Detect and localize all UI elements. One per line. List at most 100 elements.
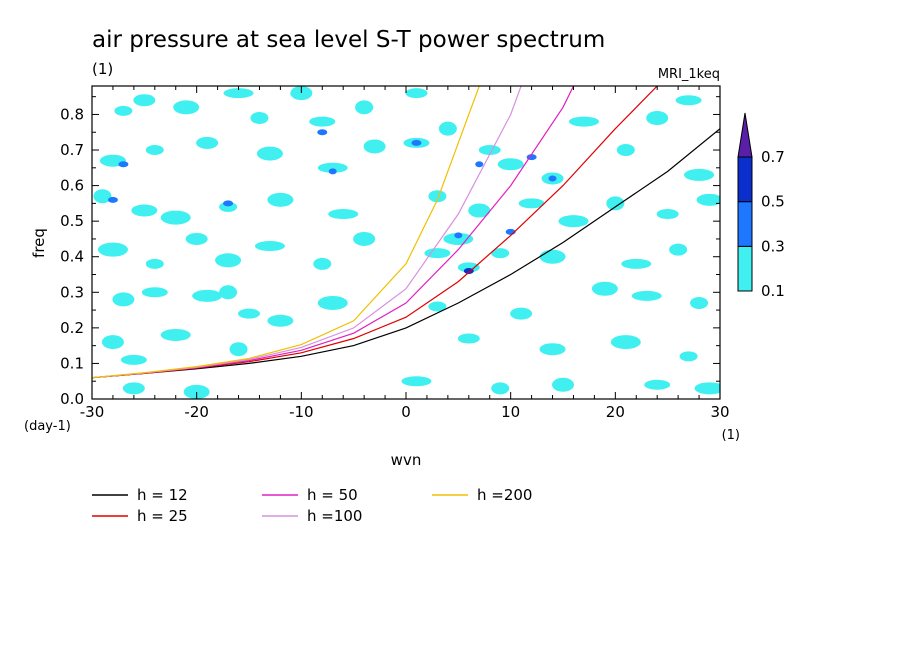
y-tick-label: 0.3 xyxy=(60,283,84,301)
contour-patch xyxy=(120,354,147,365)
x-tick-label: 30 xyxy=(710,403,729,421)
contour-patch xyxy=(656,209,679,220)
y-tick-label: 0.8 xyxy=(60,105,84,123)
contour-patch xyxy=(256,146,283,161)
contour-patch xyxy=(223,200,234,207)
x-tick-label: 20 xyxy=(606,403,625,421)
contour-patch xyxy=(363,139,386,154)
x-tick-label: 10 xyxy=(501,403,520,421)
contour-patch xyxy=(250,112,269,125)
contour-patch xyxy=(454,232,463,239)
contour-patch xyxy=(491,382,510,395)
contour-patch xyxy=(131,204,158,217)
contour-patch xyxy=(122,382,145,395)
colorbar-segment xyxy=(737,245,753,292)
contour-patch xyxy=(219,285,238,300)
contour-patch xyxy=(457,262,480,273)
contour-patch xyxy=(97,242,128,257)
contour-patch xyxy=(114,105,133,116)
contour-patch xyxy=(428,190,447,203)
contour-patch xyxy=(141,287,168,298)
legend-label: h = 50 xyxy=(307,486,358,504)
contour-patch xyxy=(424,248,451,259)
curve-h-12 xyxy=(92,128,720,379)
contour-patch xyxy=(160,210,191,225)
contour-patch xyxy=(548,175,557,182)
contour-patches xyxy=(93,86,720,399)
x-tick-label: -10 xyxy=(289,403,314,421)
colorbar-label: 0.7 xyxy=(761,148,785,166)
contour-patch xyxy=(438,121,457,136)
x-unit-label: (1) xyxy=(722,428,740,443)
colorbar-arrow xyxy=(737,112,753,158)
legend-label: h =200 xyxy=(477,486,532,504)
chart-subtitle-left: (1) xyxy=(92,60,113,78)
chart-subtitle-right: MRI_1keq xyxy=(658,67,720,82)
plot-frame xyxy=(91,85,721,400)
contour-patch xyxy=(491,248,510,259)
colorbar-label: 0.1 xyxy=(761,282,785,300)
colorbar-segment xyxy=(737,201,753,247)
contour-patch xyxy=(118,161,129,168)
contour-patch xyxy=(475,161,484,168)
x-tick-label: -20 xyxy=(184,403,209,421)
contour-patch xyxy=(690,296,709,309)
contour-patch xyxy=(183,384,210,399)
contour-patch xyxy=(215,253,242,268)
contour-patch xyxy=(223,88,254,99)
contour-patch xyxy=(173,100,200,115)
contour-patch xyxy=(112,292,135,307)
contour-patch xyxy=(107,196,118,203)
contour-patch xyxy=(616,144,635,157)
chart-title: air pressure at sea level S-T power spec… xyxy=(92,27,605,53)
contour-patch xyxy=(646,111,669,126)
contour-patch xyxy=(457,333,480,344)
contour-patch xyxy=(145,145,164,156)
y-tick-label: 0.0 xyxy=(60,390,84,408)
contour-patch xyxy=(309,116,336,127)
y-tick-label: 0.4 xyxy=(60,248,84,266)
contour-patch xyxy=(443,232,474,245)
curve-h-200 xyxy=(92,86,480,379)
contour-patch xyxy=(696,193,720,206)
contour-patch xyxy=(317,129,328,136)
contour-patch xyxy=(254,241,285,252)
dispersion-curves xyxy=(92,86,720,379)
contour-patch xyxy=(468,203,491,218)
legend-label: h = 12 xyxy=(137,486,188,504)
y-tick-label: 0.5 xyxy=(60,212,84,230)
contour-patch xyxy=(267,192,294,207)
y-tick-label: 0.7 xyxy=(60,141,84,159)
contour-patch xyxy=(518,198,545,209)
contour-patch xyxy=(317,295,348,310)
contour-patch xyxy=(290,86,313,101)
contour-patch xyxy=(610,335,641,350)
colorbar: 0.1 0.3 0.5 0.7 xyxy=(737,112,785,300)
contour-patch xyxy=(552,377,574,392)
y-unit-label: (day-1) xyxy=(24,419,71,434)
x-tick-label: 0 xyxy=(401,403,411,421)
contour-patch xyxy=(229,342,248,357)
axis-ticks: -30 -20 -10 0 10 20 30 0.0 0.1 0.2 0.3 0.4 0.5 0.6 0.7… xyxy=(60,86,730,421)
contour-patch xyxy=(160,328,191,341)
legend: h = 12 h = 25 h = 50 h =100 h =200 xyxy=(92,486,532,525)
x-axis-label: wvn xyxy=(391,451,422,469)
contour-patch xyxy=(328,168,337,175)
contour-patch xyxy=(539,249,566,264)
contour-patch xyxy=(355,100,374,115)
contour-patch xyxy=(428,301,447,312)
contour-patch xyxy=(539,343,566,356)
contour-patch xyxy=(133,94,156,107)
y-tick-label: 0.6 xyxy=(60,177,84,195)
contour-patch xyxy=(353,231,376,246)
contour-patch xyxy=(644,379,671,390)
contour-patch xyxy=(568,116,599,127)
contour-patch xyxy=(631,290,662,301)
contour-patch xyxy=(684,168,715,181)
contour-patch xyxy=(192,289,223,302)
contour-patch xyxy=(679,351,698,362)
contour-patch xyxy=(317,162,348,173)
y-tick-label: 0.2 xyxy=(60,319,84,337)
contour-patch xyxy=(267,314,294,327)
